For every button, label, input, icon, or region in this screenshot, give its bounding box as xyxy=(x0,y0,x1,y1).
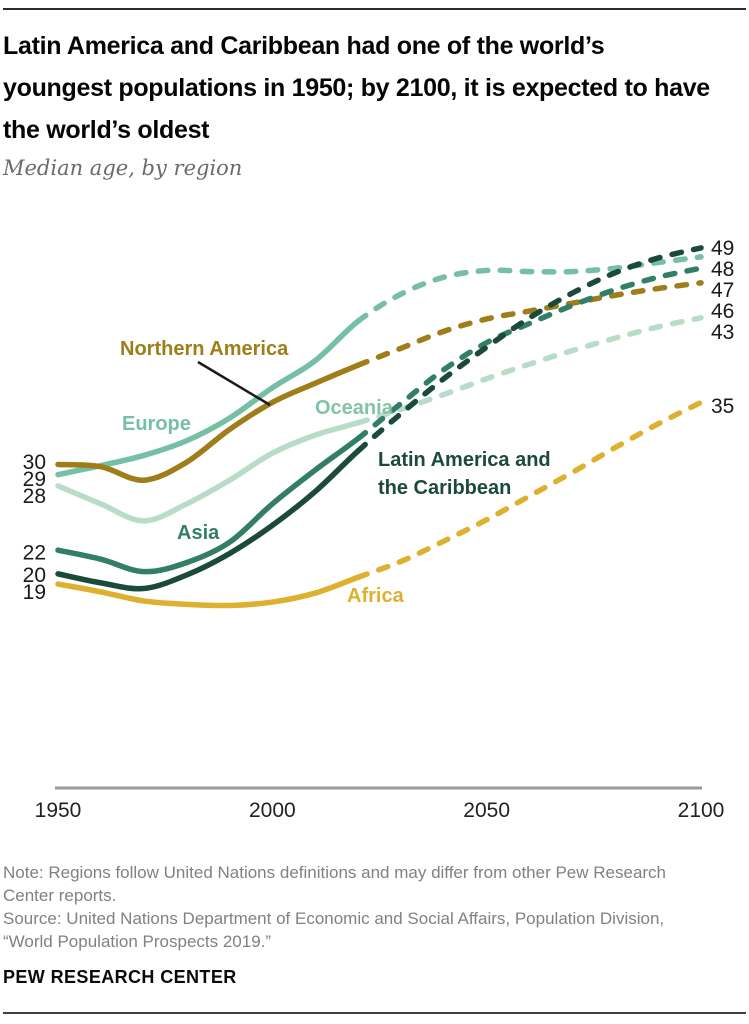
top-divider xyxy=(3,8,746,10)
value-label-start-asia: 22 xyxy=(23,541,46,564)
value-label-start-europe: 29 xyxy=(23,468,46,491)
series-line-latin-america-projected xyxy=(355,245,704,454)
note-text: Note: Regions follow United Nations defi… xyxy=(3,863,667,905)
series-line-oceania-projected xyxy=(355,315,704,426)
series-line-oceania xyxy=(55,419,361,524)
value-label-end-asia: 47 xyxy=(711,279,734,302)
series-line-asia xyxy=(55,435,361,575)
northern-america-pointer-line xyxy=(197,360,271,407)
series-label-northern-america: Northern America xyxy=(120,338,289,360)
value-label-end-oceania: 43 xyxy=(711,321,734,344)
page-title: Latin America and Caribbean had one of t… xyxy=(3,32,710,144)
series-label-latin-america: Latin America and the Caribbean xyxy=(378,449,551,499)
series-line-europe-projected xyxy=(355,254,704,324)
series-line-latin-america xyxy=(55,448,361,592)
x-tick-label-2000: 2000 xyxy=(249,799,296,822)
value-label-start-africa: 19 xyxy=(23,581,46,604)
x-tick-label-2100: 2100 xyxy=(678,799,725,822)
series-label-africa: Africa xyxy=(347,585,405,607)
value-label-start-northern-america: 30 xyxy=(23,451,46,474)
value-label-end-africa: 35 xyxy=(711,395,734,418)
source-text: Source: United Nations Department of Eco… xyxy=(3,909,665,951)
value-label-end-latin-america: 49 xyxy=(711,237,734,260)
footnotes: Note: Regions follow United Nations defi… xyxy=(3,861,709,953)
x-tick-label-2050: 2050 xyxy=(463,799,510,822)
value-label-start-oceania: 28 xyxy=(23,485,46,508)
x-tick-label-1950: 1950 xyxy=(35,799,82,822)
chart-subtitle: Median age, by region xyxy=(3,156,243,180)
series-line-africa xyxy=(55,574,361,609)
series-label-oceania: Oceania xyxy=(315,397,394,419)
series-line-northern-america xyxy=(55,362,361,483)
pew-research-center-brand: PEW RESEARCH CENTER xyxy=(3,967,237,987)
value-label-end-europe: 48 xyxy=(711,258,734,281)
series-label-europe: Europe xyxy=(122,413,191,435)
series-line-northern-america-projected xyxy=(355,280,704,368)
series-line-asia-projected xyxy=(355,265,704,442)
value-label-start-latin-america: 20 xyxy=(23,564,46,587)
series-label-asia: Asia xyxy=(177,522,220,544)
chart-svg: 1950 2000 2050 2100 Oceania Europe Northern Am… xyxy=(23,237,735,822)
value-label-end-northern-america: 46 xyxy=(711,300,734,323)
bottom-divider xyxy=(3,1012,746,1014)
